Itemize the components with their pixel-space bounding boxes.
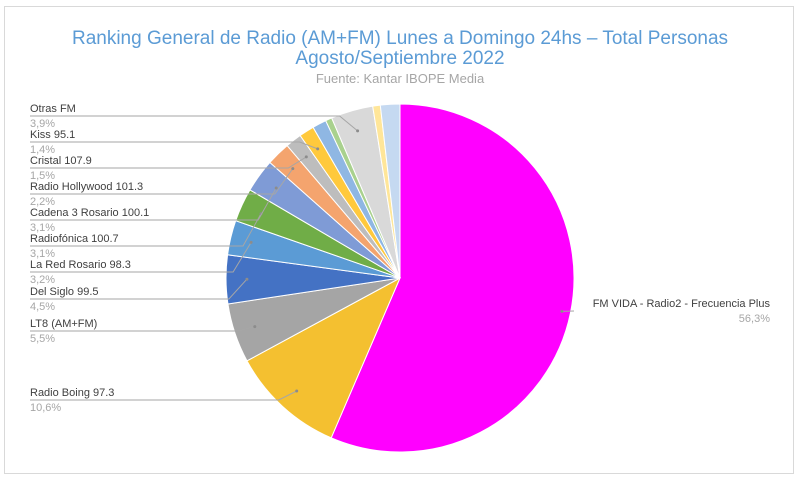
slice-label-otras-fm: Otras FM [30, 103, 76, 115]
slice-value-lt8-am-fm: 5,5% [30, 333, 55, 345]
chart-title-line2: Agosto/Septiembre 2022 [295, 48, 504, 69]
slice-value-radio-hollywood-101-3: 2,2% [30, 196, 55, 208]
slice-label-del-siglo-99-5: Del Siglo 99.5 [30, 286, 99, 298]
slice-value-la-red-rosario-98-3: 3,2% [30, 274, 55, 286]
leader-dot-radio-hollywood-101-3 [291, 167, 295, 171]
slice-label-radio-boing-97-3: Radio Boing 97.3 [30, 387, 114, 399]
slice-value-del-siglo-99-5: 4,5% [30, 301, 55, 313]
slice-label-kiss-95-1: Kiss 95.1 [30, 129, 75, 141]
slice-label-cristal-107-9: Cristal 107.9 [30, 155, 92, 167]
leader-dot-cadena-3-rosario-100-1 [274, 186, 278, 190]
slice-value-cadena-3-rosario-100-1: 3,1% [30, 222, 55, 234]
leader-dot-cristal-107-9 [304, 155, 308, 159]
leader-line-radio-hollywood-101-3 [30, 168, 294, 195]
chart-title: Ranking General de Radio (AM+FM) Lunes a… [72, 28, 728, 49]
leader-line-lt8-am-fm [30, 326, 255, 332]
leader-dot-radio-boing-97-3 [295, 389, 299, 393]
leader-line-radiofonica-100-7 [30, 213, 262, 247]
slice-label-cadena-3-rosario-100-1: Cadena 3 Rosario 100.1 [30, 207, 149, 219]
leader-line-cristal-107-9 [30, 156, 307, 169]
slice-label-fm-vida-radio2-frecuencia-plus: FM VIDA - Radio2 - Frecuencia Plus [593, 298, 771, 310]
leader-line-del-siglo-99-5 [30, 278, 248, 300]
slice-value-radio-boing-97-3: 10,6% [30, 402, 61, 414]
leader-line-radio-boing-97-3 [30, 390, 297, 401]
leader-dot-lt8-am-fm [253, 325, 257, 329]
slice-label-radio-hollywood-101-3: Radio Hollywood 101.3 [30, 181, 143, 193]
slice-label-la-red-rosario-98-3: La Red Rosario 98.3 [30, 259, 131, 271]
chart-subtitle: Fuente: Kantar IBOPE Media [316, 71, 485, 86]
pie-slices [225, 103, 575, 453]
leader-dot-la-red-rosario-98-3 [249, 240, 253, 244]
pie-slice-fm-vida-radio2-frecuencia-plus [330, 103, 575, 453]
slice-value-fm-vida-radio2-frecuencia-plus: 56,3% [739, 313, 770, 325]
pie-labels: FM VIDA - Radio2 - Frecuencia Plus 56,3% R… [30, 103, 770, 414]
leader-dot-otras-fm [356, 129, 360, 133]
leader-line-cadena-3-rosario-100-1 [30, 187, 277, 221]
slice-value-radiofonica-100-7: 3,1% [30, 248, 55, 260]
leader-line-kiss-95-1 [30, 141, 318, 150]
slice-value-otras-fm: 3,9% [30, 118, 55, 130]
slice-label-lt8-am-fm: LT8 (AM+FM) [30, 318, 97, 330]
pie-slice-radio-boing-97-3 [246, 276, 402, 439]
leader-dot-fm-vida-radio2-frecuencia-plus [560, 309, 564, 313]
pie-slice-radio-4 [379, 103, 401, 279]
leader-dot-del-siglo-99-5 [245, 277, 249, 281]
slice-value-cristal-107-9: 1,5% [30, 170, 55, 182]
slice-value-kiss-95-1: 1,4% [30, 144, 55, 156]
slice-label-radiofonica-100-7: Radiofónica 100.7 [30, 233, 119, 245]
leader-line-la-red-rosario-98-3 [30, 242, 252, 273]
leader-dot-kiss-95-1 [316, 147, 320, 151]
leader-line-otras-fm [30, 115, 358, 132]
